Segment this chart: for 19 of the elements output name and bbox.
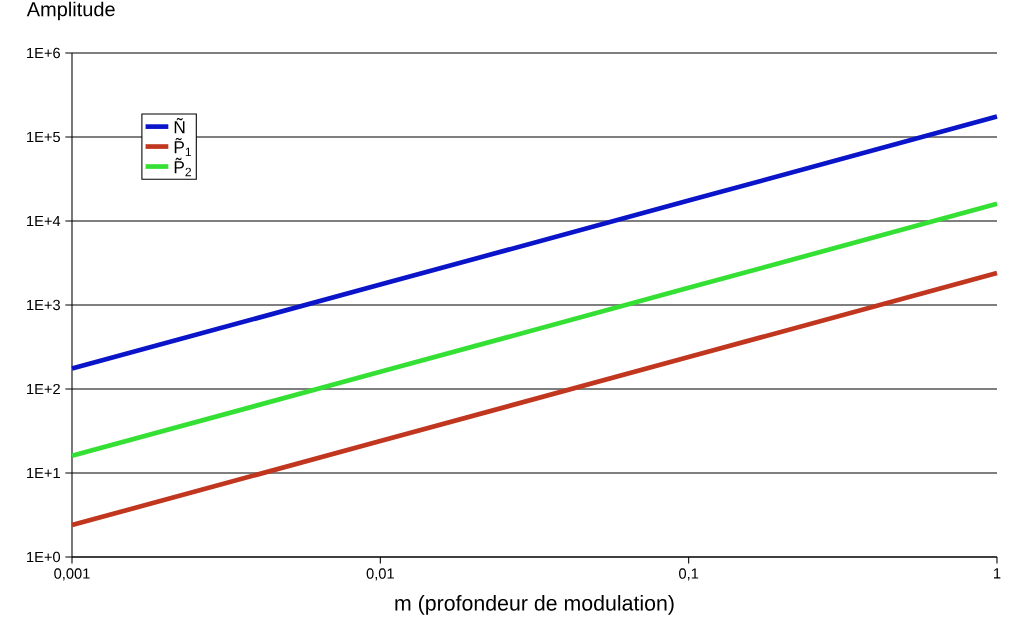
y-tick-label: 1E+3 <box>27 299 60 311</box>
line-series <box>69 114 1000 371</box>
x-tick-label: 0,001 <box>54 568 90 581</box>
y-tick-label: 1E+0 <box>27 551 61 563</box>
x-tick-label: 0,1 <box>679 568 699 581</box>
y-tick-label: 1E+6 <box>27 47 60 59</box>
line-series <box>69 270 1000 528</box>
legend-label: P̃$_{2}$ <box>174 157 192 177</box>
x-tick-label: 1 <box>994 568 1001 579</box>
legend-label: Ñ <box>174 118 185 134</box>
y-tick-label: 1E+1 <box>27 467 60 479</box>
legend-label: P̃$_{1}$ <box>174 137 192 157</box>
x-axis-title: m (profondeur de modulation) <box>395 594 674 615</box>
line-series <box>69 201 1000 459</box>
y-tick-label: 1E+5 <box>27 131 60 143</box>
y-tick-label: 1E+2 <box>27 383 60 395</box>
y-axis-title: Amplitude <box>26 1 115 21</box>
y-tick-label: 1E+4 <box>27 215 61 227</box>
x-tick-label: 0,01 <box>366 568 394 581</box>
